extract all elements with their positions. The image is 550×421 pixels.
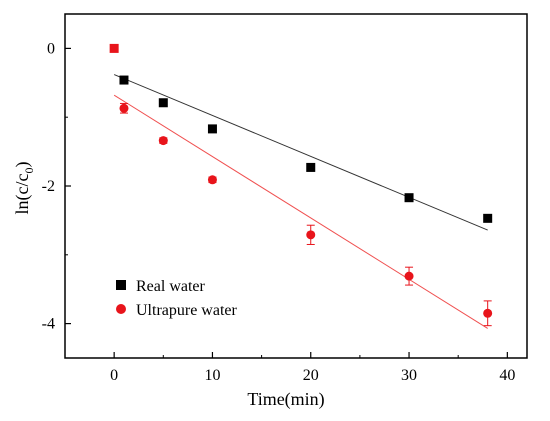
- data-point-real-water: [109, 43, 119, 53]
- y-tick-label: -4: [42, 316, 55, 333]
- data-point-ultrapure-water: [158, 136, 168, 146]
- axis-ticks: 0 10 20 30 40 0 -2 -4: [42, 40, 516, 384]
- x-tick-label: 0: [110, 367, 118, 384]
- y-axis-label-tail: ): [12, 162, 33, 168]
- data-point-ultrapure-water: [306, 230, 316, 240]
- plot-area: [64, 13, 528, 359]
- data-point-ultrapure-water: [483, 308, 493, 318]
- data-point-ultrapure-water: [207, 175, 217, 185]
- fit-line-real-water: [113, 74, 488, 231]
- x-tick-label: 40: [499, 367, 515, 384]
- data-points: [109, 43, 493, 327]
- data-point-real-water: [119, 75, 129, 85]
- y-tick-label: 0: [47, 40, 55, 57]
- y-axis-label-sub: 0: [22, 168, 36, 174]
- y-axis-label: ln(c/c0): [12, 162, 36, 215]
- legend-label-ultrapure-water: Ultrapure water: [136, 302, 238, 319]
- plot-frame: [64, 13, 528, 359]
- x-tick-label: 10: [204, 367, 220, 384]
- legend-marker-ultrapure-water: [116, 304, 126, 314]
- legend-marker-real-water: [116, 280, 126, 290]
- data-point-real-water: [207, 124, 217, 134]
- data-point-ultrapure-water: [119, 103, 129, 113]
- y-tick-label: -2: [42, 178, 55, 195]
- x-tick-label: 20: [303, 367, 319, 384]
- y-axis-label-main: ln(c/c: [12, 174, 33, 215]
- data-point-real-water: [404, 193, 414, 203]
- data-point-ultrapure-water: [404, 271, 414, 281]
- data-point-real-water: [483, 213, 493, 223]
- data-point-real-water: [158, 98, 168, 108]
- legend-label-real-water: Real water: [136, 278, 206, 295]
- x-axis-label: Time(min): [247, 389, 324, 410]
- fit-line-ultrapure-water: [113, 94, 488, 329]
- legend: Real water Ultrapure water: [116, 278, 238, 319]
- fit-lines: [113, 74, 488, 329]
- x-tick-label: 30: [401, 367, 417, 384]
- data-point-real-water: [306, 162, 316, 172]
